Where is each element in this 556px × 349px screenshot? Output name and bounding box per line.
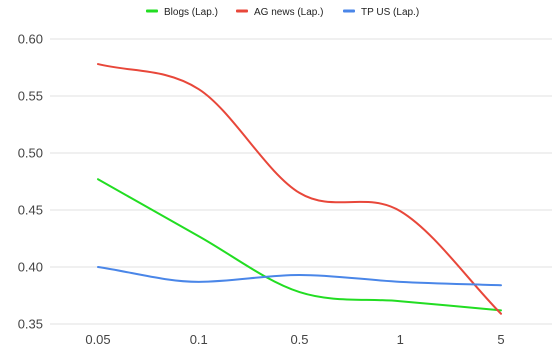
x-tick-label: 0.5	[290, 332, 308, 347]
y-tick-label: 0.50	[18, 146, 43, 161]
series-line-0	[97, 178, 502, 312]
x-tick-label: 1	[397, 332, 404, 347]
legend-swatch	[236, 9, 248, 13]
y-tick-label: 0.35	[18, 317, 43, 332]
y-tick-label: 0.55	[18, 89, 43, 104]
legend-swatch	[343, 9, 355, 13]
legend-swatch	[146, 9, 158, 13]
y-axis-ticks: 0.35 0.40 0.45 0.50 0.55 0.60	[18, 32, 43, 332]
y-tick-label: 0.40	[18, 260, 43, 275]
x-axis-ticks: 0.05 0.1 0.5 1 5	[85, 332, 504, 347]
series-line-1	[97, 63, 502, 315]
x-tick-label: 0.1	[190, 332, 208, 347]
x-tick-label: 5	[497, 332, 504, 347]
legend: Blogs (Lap.) AG news (Lap.) TP US (Lap.)	[146, 7, 419, 18]
y-tick-label: 0.60	[18, 32, 43, 47]
legend-label: TP US (Lap.)	[361, 7, 419, 18]
series-layer	[97, 63, 502, 315]
legend-label: Blogs (Lap.)	[164, 7, 218, 18]
legend-label: AG news (Lap.)	[254, 7, 323, 18]
grid-layer	[50, 38, 552, 325]
series-line-2	[97, 266, 502, 287]
x-tick-label: 0.05	[85, 332, 110, 347]
y-tick-label: 0.45	[18, 203, 43, 218]
